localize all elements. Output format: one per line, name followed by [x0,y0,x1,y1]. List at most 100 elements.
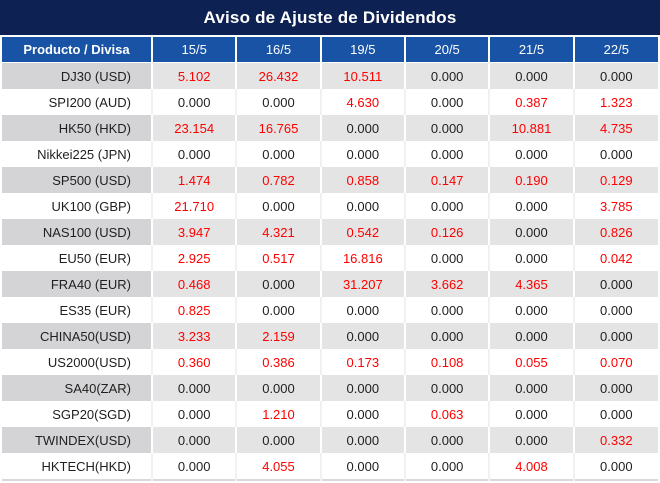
dividend-table: Producto / Divisa 15/5 16/5 19/5 20/5 21/5 22/… [2,37,658,481]
table-row: DJ30 (USD) 5.102 26.432 10.511 0.000 0.000 0.0… [2,62,658,89]
adjustment-value: 0.517 [236,245,322,271]
table-row: SPI200 (AUD) 0.000 0.000 4.630 0.000 0.387 1.3… [2,89,658,115]
adjustment-value: 4.365 [489,271,575,297]
adjustment-value: 0.826 [573,219,658,245]
date-column-header: 20/5 [404,37,491,63]
adjustment-value: 3.785 [573,193,658,219]
adjustment-value: 0.000 [320,427,406,453]
date-column-header: 19/5 [320,37,406,63]
adjustment-value: 4.055 [236,453,322,480]
adjustment-value: 0.387 [489,89,575,115]
adjustment-value: 0.000 [320,115,406,141]
adjustment-value: 0.070 [573,349,658,375]
adjustment-value: 0.000 [404,89,491,115]
adjustment-value: 0.000 [320,401,406,427]
adjustment-value: 2.159 [236,323,322,349]
date-column-header: 22/5 [573,37,658,63]
table-row: SP500 (USD) 1.474 0.782 0.858 0.147 0.190 0.12… [2,167,658,193]
adjustment-value: 0.000 [489,141,575,167]
title-bar: Aviso de Ajuste de Dividendos [0,0,660,35]
adjustment-value: 0.000 [320,453,406,480]
adjustment-value: 0.000 [152,89,238,115]
adjustment-value: 0.000 [236,375,322,401]
adjustment-value: 0.000 [489,219,575,245]
adjustment-value: 0.000 [152,427,238,453]
adjustment-value: 0.000 [573,375,658,401]
adjustment-value: 10.881 [489,115,575,141]
product-label: SA40(ZAR) [2,375,153,401]
adjustment-value: 0.126 [404,219,491,245]
adjustment-value: 0.000 [404,375,491,401]
adjustment-value: 0.000 [320,193,406,219]
adjustment-value: 0.173 [320,349,406,375]
product-label: US2000(USD) [2,349,153,375]
adjustment-value: 0.000 [236,141,322,167]
adjustment-value: 0.000 [573,141,658,167]
product-label: HK50 (HKD) [2,115,153,141]
product-label: DJ30 (USD) [2,62,153,89]
product-label: UK100 (GBP) [2,193,153,219]
adjustment-value: 0.000 [404,62,491,89]
adjustment-value: 0.386 [236,349,322,375]
product-label: CHINA50(USD) [2,323,153,349]
adjustment-value: 0.000 [320,141,406,167]
adjustment-value: 0.000 [236,89,322,115]
adjustment-value: 0.000 [152,453,238,480]
table-row: FRA40 (EUR) 0.468 0.000 31.207 3.662 4.365 0.0… [2,271,658,297]
adjustment-value: 5.102 [152,62,238,89]
table-row: EU50 (EUR) 2.925 0.517 16.816 0.000 0.000 0.04… [2,245,658,271]
adjustment-value: 0.000 [489,245,575,271]
adjustment-value: 0.147 [404,167,491,193]
date-column-header: 16/5 [236,37,322,63]
adjustment-value: 0.000 [236,271,322,297]
adjustment-value: 0.190 [489,167,575,193]
adjustment-value: 0.858 [320,167,406,193]
table-row: UK100 (GBP) 21.710 0.000 0.000 0.000 0.000 3.7… [2,193,658,219]
table-row: TWINDEX(USD) 0.000 0.000 0.000 0.000 0.000 0.3… [2,427,658,453]
table-wrap: Producto / Divisa 15/5 16/5 19/5 20/5 21/5 22/… [0,37,660,481]
adjustment-value: 0.000 [404,453,491,480]
adjustment-value: 0.782 [236,167,322,193]
table-row: ES35 (EUR) 0.825 0.000 0.000 0.000 0.000 0.000 [2,297,658,323]
adjustment-value: 0.000 [404,297,491,323]
product-label: TWINDEX(USD) [2,427,153,453]
table-row: SGP20(SGD) 0.000 1.210 0.000 0.063 0.000 0.000 [2,401,658,427]
adjustment-value: 0.000 [489,401,575,427]
adjustment-value: 0.000 [152,375,238,401]
adjustment-value: 3.662 [404,271,491,297]
adjustment-value: 16.765 [236,115,322,141]
adjustment-value: 0.000 [404,427,491,453]
adjustment-value: 0.063 [404,401,491,427]
product-column-header: Producto / Divisa [2,37,153,63]
adjustment-value: 3.947 [152,219,238,245]
adjustment-value: 0.000 [404,245,491,271]
adjustment-value: 0.000 [573,323,658,349]
product-label: ES35 (EUR) [2,297,153,323]
adjustment-value: 1.323 [573,89,658,115]
table-row: HK50 (HKD) 23.154 16.765 0.000 0.000 10.881 4.… [2,115,658,141]
adjustment-value: 0.000 [489,62,575,89]
product-label: HKTECH(HKD) [2,453,153,480]
header-row: Producto / Divisa 15/5 16/5 19/5 20/5 21/5 22/… [2,37,658,63]
table-row: NAS100 (USD) 3.947 4.321 0.542 0.126 0.000 0.8… [2,219,658,245]
adjustment-value: 4.321 [236,219,322,245]
adjustment-value: 0.000 [236,193,322,219]
adjustment-value: 0.825 [152,297,238,323]
date-column-header: 15/5 [152,37,238,63]
adjustment-value: 0.000 [489,427,575,453]
table-row: SA40(ZAR) 0.000 0.000 0.000 0.000 0.000 0.000 [2,375,658,401]
product-label: EU50 (EUR) [2,245,153,271]
adjustment-value: 21.710 [152,193,238,219]
adjustment-value: 16.816 [320,245,406,271]
adjustment-value: 0.000 [489,193,575,219]
adjustment-value: 0.000 [404,193,491,219]
adjustment-value: 1.210 [236,401,322,427]
adjustment-value: 0.000 [320,375,406,401]
adjustment-value: 0.000 [573,297,658,323]
table-row: US2000(USD) 0.360 0.386 0.173 0.108 0.055 0.07… [2,349,658,375]
adjustment-value: 2.925 [152,245,238,271]
adjustment-value: 0.000 [573,453,658,480]
adjustment-value: 0.000 [573,401,658,427]
adjustment-value: 0.000 [152,401,238,427]
